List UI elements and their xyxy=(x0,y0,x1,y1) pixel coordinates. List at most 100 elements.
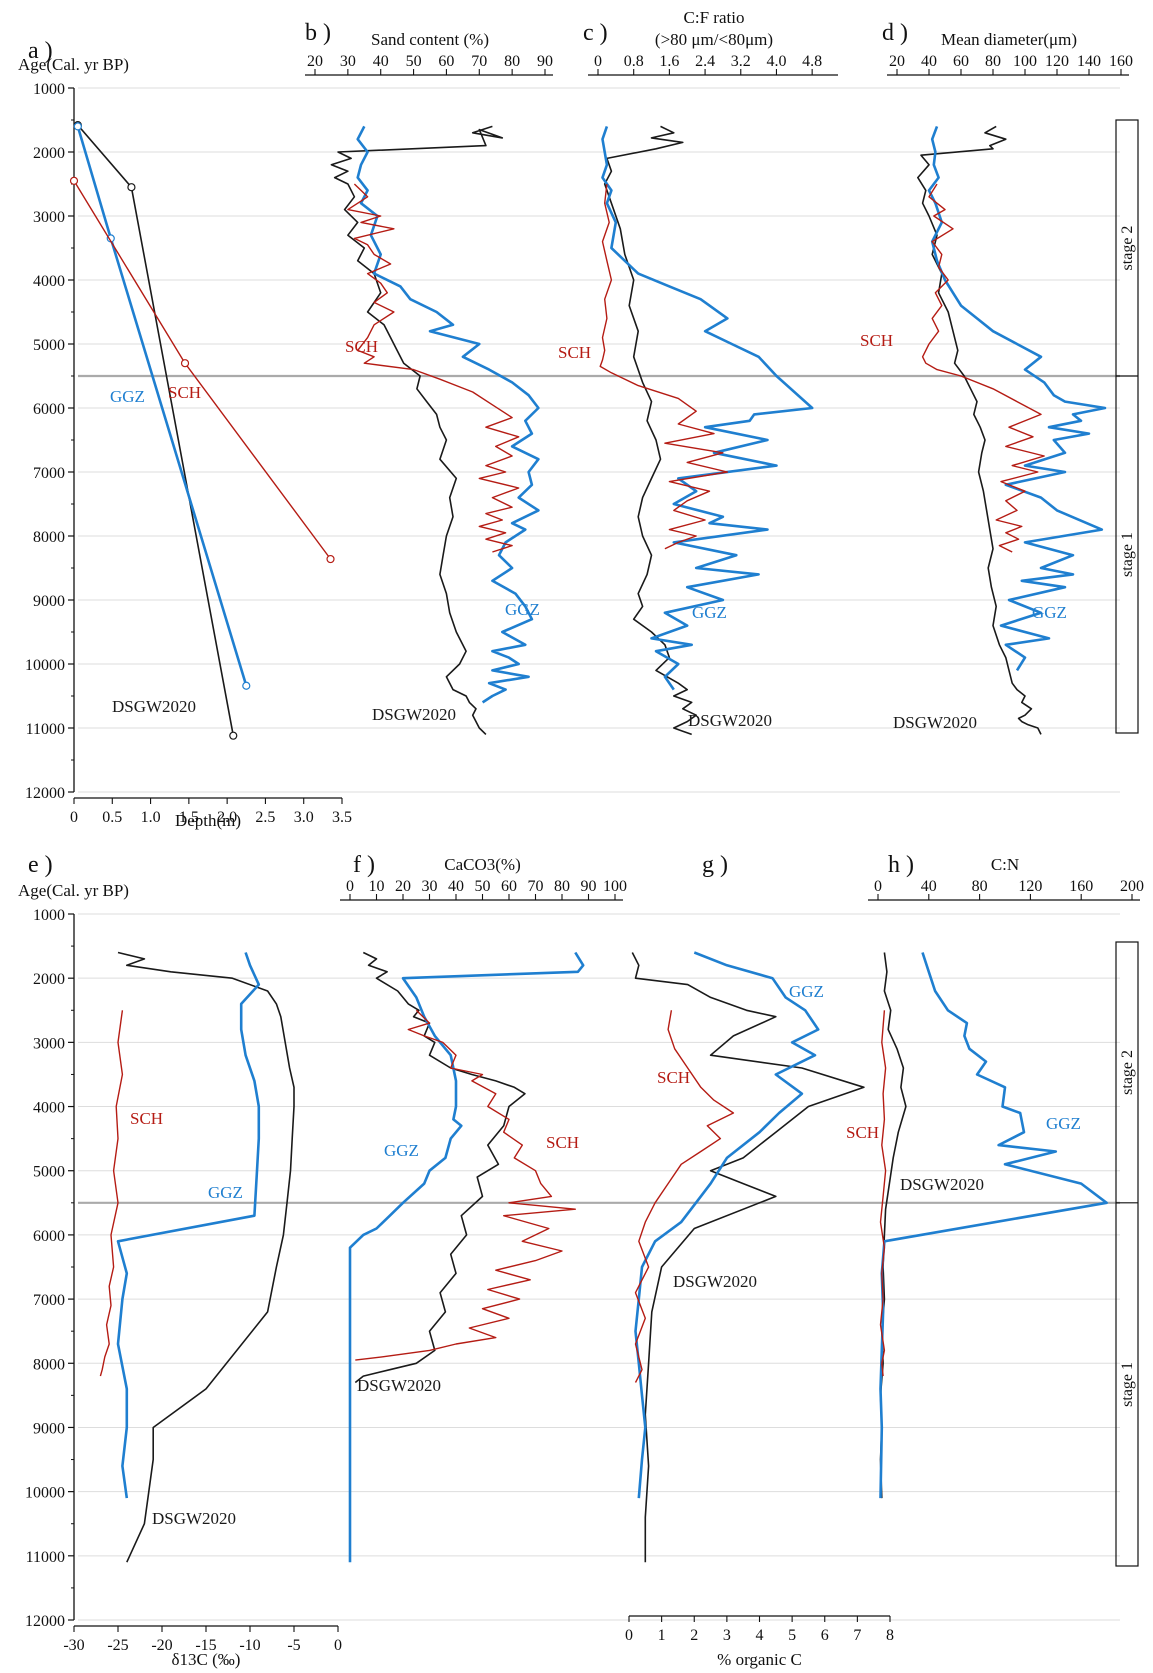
age-tick-label: 1000 xyxy=(33,81,65,98)
x-tick-label: 80 xyxy=(985,53,1001,70)
series-marker-DSGW2020 xyxy=(229,731,238,740)
x-tick-label: 160 xyxy=(1069,878,1093,895)
x-axis-title: CaCO3(%) xyxy=(444,855,520,874)
series-marker-GGZ xyxy=(73,122,82,131)
series-label-GGZ: GGZ xyxy=(1032,603,1067,622)
x-tick-label: 4.8 xyxy=(802,53,822,70)
x-tick-label: 100 xyxy=(603,878,627,895)
x-axis-title: % organic C xyxy=(717,1650,802,1669)
age-tick-label: 9000 xyxy=(33,1420,65,1437)
x-tick-label: 160 xyxy=(1109,53,1133,70)
x-tick-label: 2.4 xyxy=(695,53,715,70)
x-tick-label: 90 xyxy=(581,878,597,895)
age-tick-label: 6000 xyxy=(33,401,65,418)
series-line-GGZ xyxy=(76,126,248,687)
x-tick-label: 0 xyxy=(346,878,354,895)
x-tick-label: -10 xyxy=(239,1637,260,1654)
age-tick-label: 2000 xyxy=(33,971,65,988)
x-tick-label: 4.0 xyxy=(766,53,786,70)
panel-letter: h ) xyxy=(888,852,914,878)
age-tick-label: 8000 xyxy=(33,529,65,546)
series-line-GGZ xyxy=(601,125,814,691)
x-tick-label: 0 xyxy=(625,1627,633,1644)
series-label-SCH: SCH xyxy=(345,337,378,356)
series-marker-SCH xyxy=(69,176,79,185)
x-tick-label: 2.0 xyxy=(217,809,237,826)
x-axis-subtitle: (>80 μm/<80μm) xyxy=(655,30,773,49)
x-tick-label: 8 xyxy=(886,1627,894,1644)
age-tick-label: 4000 xyxy=(33,1100,65,1117)
x-tick-label: 4 xyxy=(756,1627,764,1644)
x-tick-label: 2.5 xyxy=(255,809,275,826)
series-label-GGZ: GGZ xyxy=(505,600,540,619)
series-label-SCH: SCH xyxy=(546,1133,579,1152)
series-label-DSGW2020: DSGW2020 xyxy=(372,705,456,724)
x-axis-title: C:F ratio xyxy=(684,8,745,27)
age-tick-label: 4000 xyxy=(33,273,65,290)
x-tick-label: 140 xyxy=(1077,53,1101,70)
x-axis-title: C:N xyxy=(991,855,1019,874)
series-label-DSGW2020: DSGW2020 xyxy=(152,1509,236,1528)
age-tick-label: 12000 xyxy=(25,785,65,802)
age-axis-title: Age(Cal. yr BP) xyxy=(18,55,129,74)
series-line-SCH xyxy=(347,183,520,553)
series-label-DSGW2020: DSGW2020 xyxy=(900,1175,984,1194)
age-tick-label: 5000 xyxy=(33,337,65,354)
x-tick-label: 20 xyxy=(395,878,411,895)
x-tick-label: 80 xyxy=(972,878,988,895)
age-tick-label: 3000 xyxy=(33,209,65,226)
series-line-GGZ xyxy=(634,951,820,1499)
x-tick-label: 1 xyxy=(658,1627,666,1644)
x-tick-label: 3 xyxy=(723,1627,731,1644)
stage-box xyxy=(1115,941,1139,1567)
series-marker-GGZ xyxy=(242,681,251,690)
series-line-DSGW2020 xyxy=(117,951,295,1563)
series-label-GGZ: GGZ xyxy=(110,387,145,406)
series-label-DSGW2020: DSGW2020 xyxy=(893,713,977,732)
age-tick-label: 10000 xyxy=(25,1485,65,1502)
x-tick-label: 60 xyxy=(953,53,969,70)
series-marker-DSGW2020 xyxy=(127,183,136,192)
x-tick-label: 60 xyxy=(501,878,517,895)
series-line-DSGW2020 xyxy=(631,952,865,1563)
series-line-DSGW2020 xyxy=(330,125,504,735)
series-line-GGZ xyxy=(116,952,261,1499)
panel-f: f )0 10 20 30 40 50 60 70 80 90 100 CaCO3(%) SCH GGZ D… xyxy=(340,852,627,1563)
x-tick-label: 80 xyxy=(504,53,520,70)
x-tick-label: 120 xyxy=(1045,53,1069,70)
x-axis-title: Sand content (%) xyxy=(371,30,489,49)
panel-g: g ) 0 1 2 3 4 5 6 7 8 % organic C SCH GGZ DSGW2020 xyxy=(625,852,894,1669)
x-tick-label: 5 xyxy=(788,1627,796,1644)
series-label-GGZ: GGZ xyxy=(1046,1114,1081,1133)
series-label-GGZ: GGZ xyxy=(692,603,727,622)
age-tick-label: 7000 xyxy=(33,465,65,482)
x-tick-label: 50 xyxy=(406,53,422,70)
x-tick-label: 70 xyxy=(528,878,544,895)
series-label-GGZ: GGZ xyxy=(789,982,824,1001)
series-line-SCH xyxy=(99,1010,124,1377)
x-tick-label: 80 xyxy=(554,878,570,895)
x-tick-label: 0 xyxy=(874,878,882,895)
x-tick-label: 0.5 xyxy=(102,809,122,826)
panel-a: a ) 0 0.5 1.0 1.5 2.0 2.5 3.0 3.5 Depth(m) SCH GGZ D… xyxy=(28,38,352,830)
age-tick-label: 11000 xyxy=(26,721,65,738)
x-tick-label: 30 xyxy=(422,878,438,895)
series-label-SCH: SCH xyxy=(168,383,201,402)
stage-box xyxy=(1115,119,1139,734)
stage-2-label: stage 2 xyxy=(1119,226,1136,271)
stage-2-label: stage 2 xyxy=(1119,1050,1136,1095)
series-label-SCH: SCH xyxy=(558,343,591,362)
x-axis-title: Mean diameter(μm) xyxy=(941,30,1077,49)
x-tick-label: 2 xyxy=(690,1627,698,1644)
series-label-GGZ: GGZ xyxy=(384,1141,419,1160)
x-tick-label: 20 xyxy=(889,53,905,70)
x-tick-label: 1.6 xyxy=(659,53,679,70)
x-tick-label: -15 xyxy=(195,1637,216,1654)
panel-d: d ) 20 40 60 80 100 120 140 160 Mean diameter(μm)… xyxy=(860,20,1133,735)
series-line-SCH xyxy=(634,1010,735,1383)
age-tick-label: 12000 xyxy=(25,1613,65,1630)
series-line-DSGW2020 xyxy=(916,125,1042,735)
stage-1-label: stage 1 xyxy=(1119,532,1136,577)
age-tick-label: 9000 xyxy=(33,593,65,610)
